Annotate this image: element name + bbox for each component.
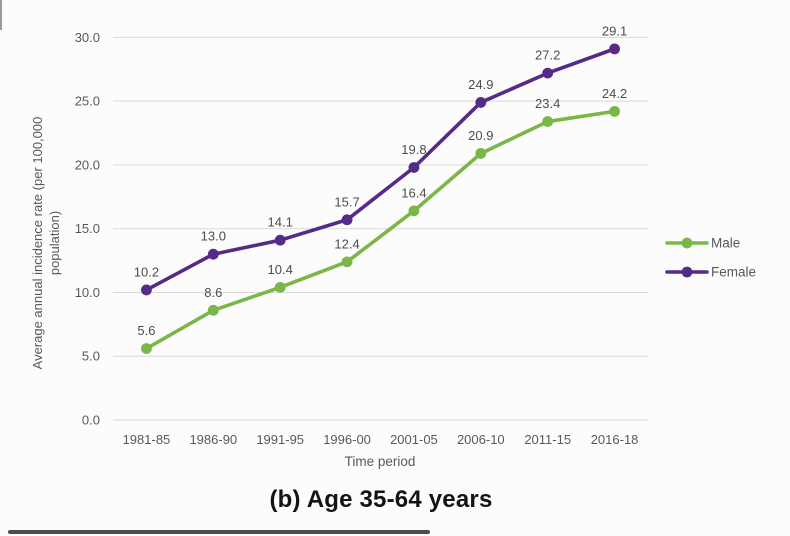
y-tick-label: 10.0: [75, 285, 100, 300]
y-tick-label: 20.0: [75, 157, 100, 172]
data-point-male: [475, 148, 487, 159]
data-point-female: [141, 284, 152, 296]
x-axis-title: Time period: [345, 454, 416, 469]
legend: Male Female: [665, 236, 756, 280]
x-tick-label: 1991-95: [256, 432, 304, 447]
y-tick-label: 15.0: [75, 221, 100, 236]
data-point-female: [207, 248, 219, 260]
y-tick-label: 5.0: [82, 349, 100, 364]
legend-label-female: Female: [711, 265, 756, 280]
data-label-male: 24.2: [602, 86, 627, 101]
data-label-female: 24.9: [468, 77, 493, 92]
screenshot-artifact-bottom-edge: [8, 530, 430, 534]
gridlines: [113, 36, 648, 421]
data-label-male: 20.9: [468, 128, 493, 143]
x-tick-label: 2001-05: [390, 432, 438, 447]
data-point-male: [341, 256, 353, 268]
data-label-male: 5.6: [137, 323, 155, 338]
data-label-male: 8.6: [204, 285, 222, 300]
x-tick-label: 2006-10: [457, 432, 505, 447]
series-line-male: [144, 109, 617, 351]
data-label-female: 29.1: [602, 23, 627, 38]
legend-marker-female: [681, 266, 693, 278]
data-point-female: [609, 43, 620, 55]
y-axis-title: Average annual incidence rate (per 100,0…: [30, 117, 62, 370]
x-tick-label: 2016-18: [591, 432, 639, 447]
data-point-male: [274, 281, 286, 293]
x-tick-label: 1986-90: [189, 432, 237, 447]
x-tick-label: 2011-15: [524, 432, 571, 447]
data-point-female: [341, 214, 353, 226]
data-point-female: [408, 162, 420, 173]
data-label-male: 23.4: [535, 96, 560, 111]
data-point-male: [141, 343, 152, 354]
data-point-male: [408, 205, 420, 217]
data-label-male: 10.4: [268, 262, 293, 277]
x-tick-label: 1981-85: [123, 432, 171, 447]
y-tick-label: 30.0: [75, 30, 100, 45]
data-label-female: 13.0: [201, 229, 226, 244]
data-label-female: 14.1: [268, 215, 293, 230]
data-point-male: [609, 105, 620, 117]
data-label-male: 16.4: [401, 185, 426, 200]
chart-caption: (b) Age 35-64 years: [269, 486, 493, 513]
legend-label-male: Male: [711, 236, 740, 251]
x-tick-label: 1996-00: [323, 432, 371, 447]
screenshot-artifact-corner: [0, 0, 2, 30]
x-axis-ticks: 1981-85 1986-90 1991-95 1996-00 2001-05 2006-…: [123, 432, 639, 447]
data-label-male: 12.4: [334, 236, 359, 251]
line-chart: 0.0 5.0 10.0 15.0 20.0 25.0 30.0 1981-85 1986-9…: [30, 23, 756, 469]
legend-marker-male: [681, 237, 693, 249]
y-axis-ticks: 0.0 5.0 10.0 15.0 20.0 25.0 30.0: [75, 30, 100, 428]
series-lines: [141, 43, 620, 354]
y-tick-label: 25.0: [75, 94, 100, 109]
data-label-female: 27.2: [535, 48, 560, 63]
data-point-female: [542, 67, 554, 79]
series-line-female: [144, 47, 617, 292]
data-point-male: [542, 116, 554, 127]
data-labels: 5.6 8.6 10.4 12.4 16.4 20.9 23.4 24.2 10.2 13.0 14…: [134, 23, 627, 338]
y-tick-label: 0.0: [82, 413, 100, 428]
data-label-female: 10.2: [134, 264, 159, 279]
data-label-female: 15.7: [334, 194, 359, 209]
data-point-female: [475, 97, 487, 108]
data-label-female: 19.8: [401, 142, 426, 157]
data-point-female: [274, 234, 286, 246]
data-point-male: [207, 304, 219, 316]
